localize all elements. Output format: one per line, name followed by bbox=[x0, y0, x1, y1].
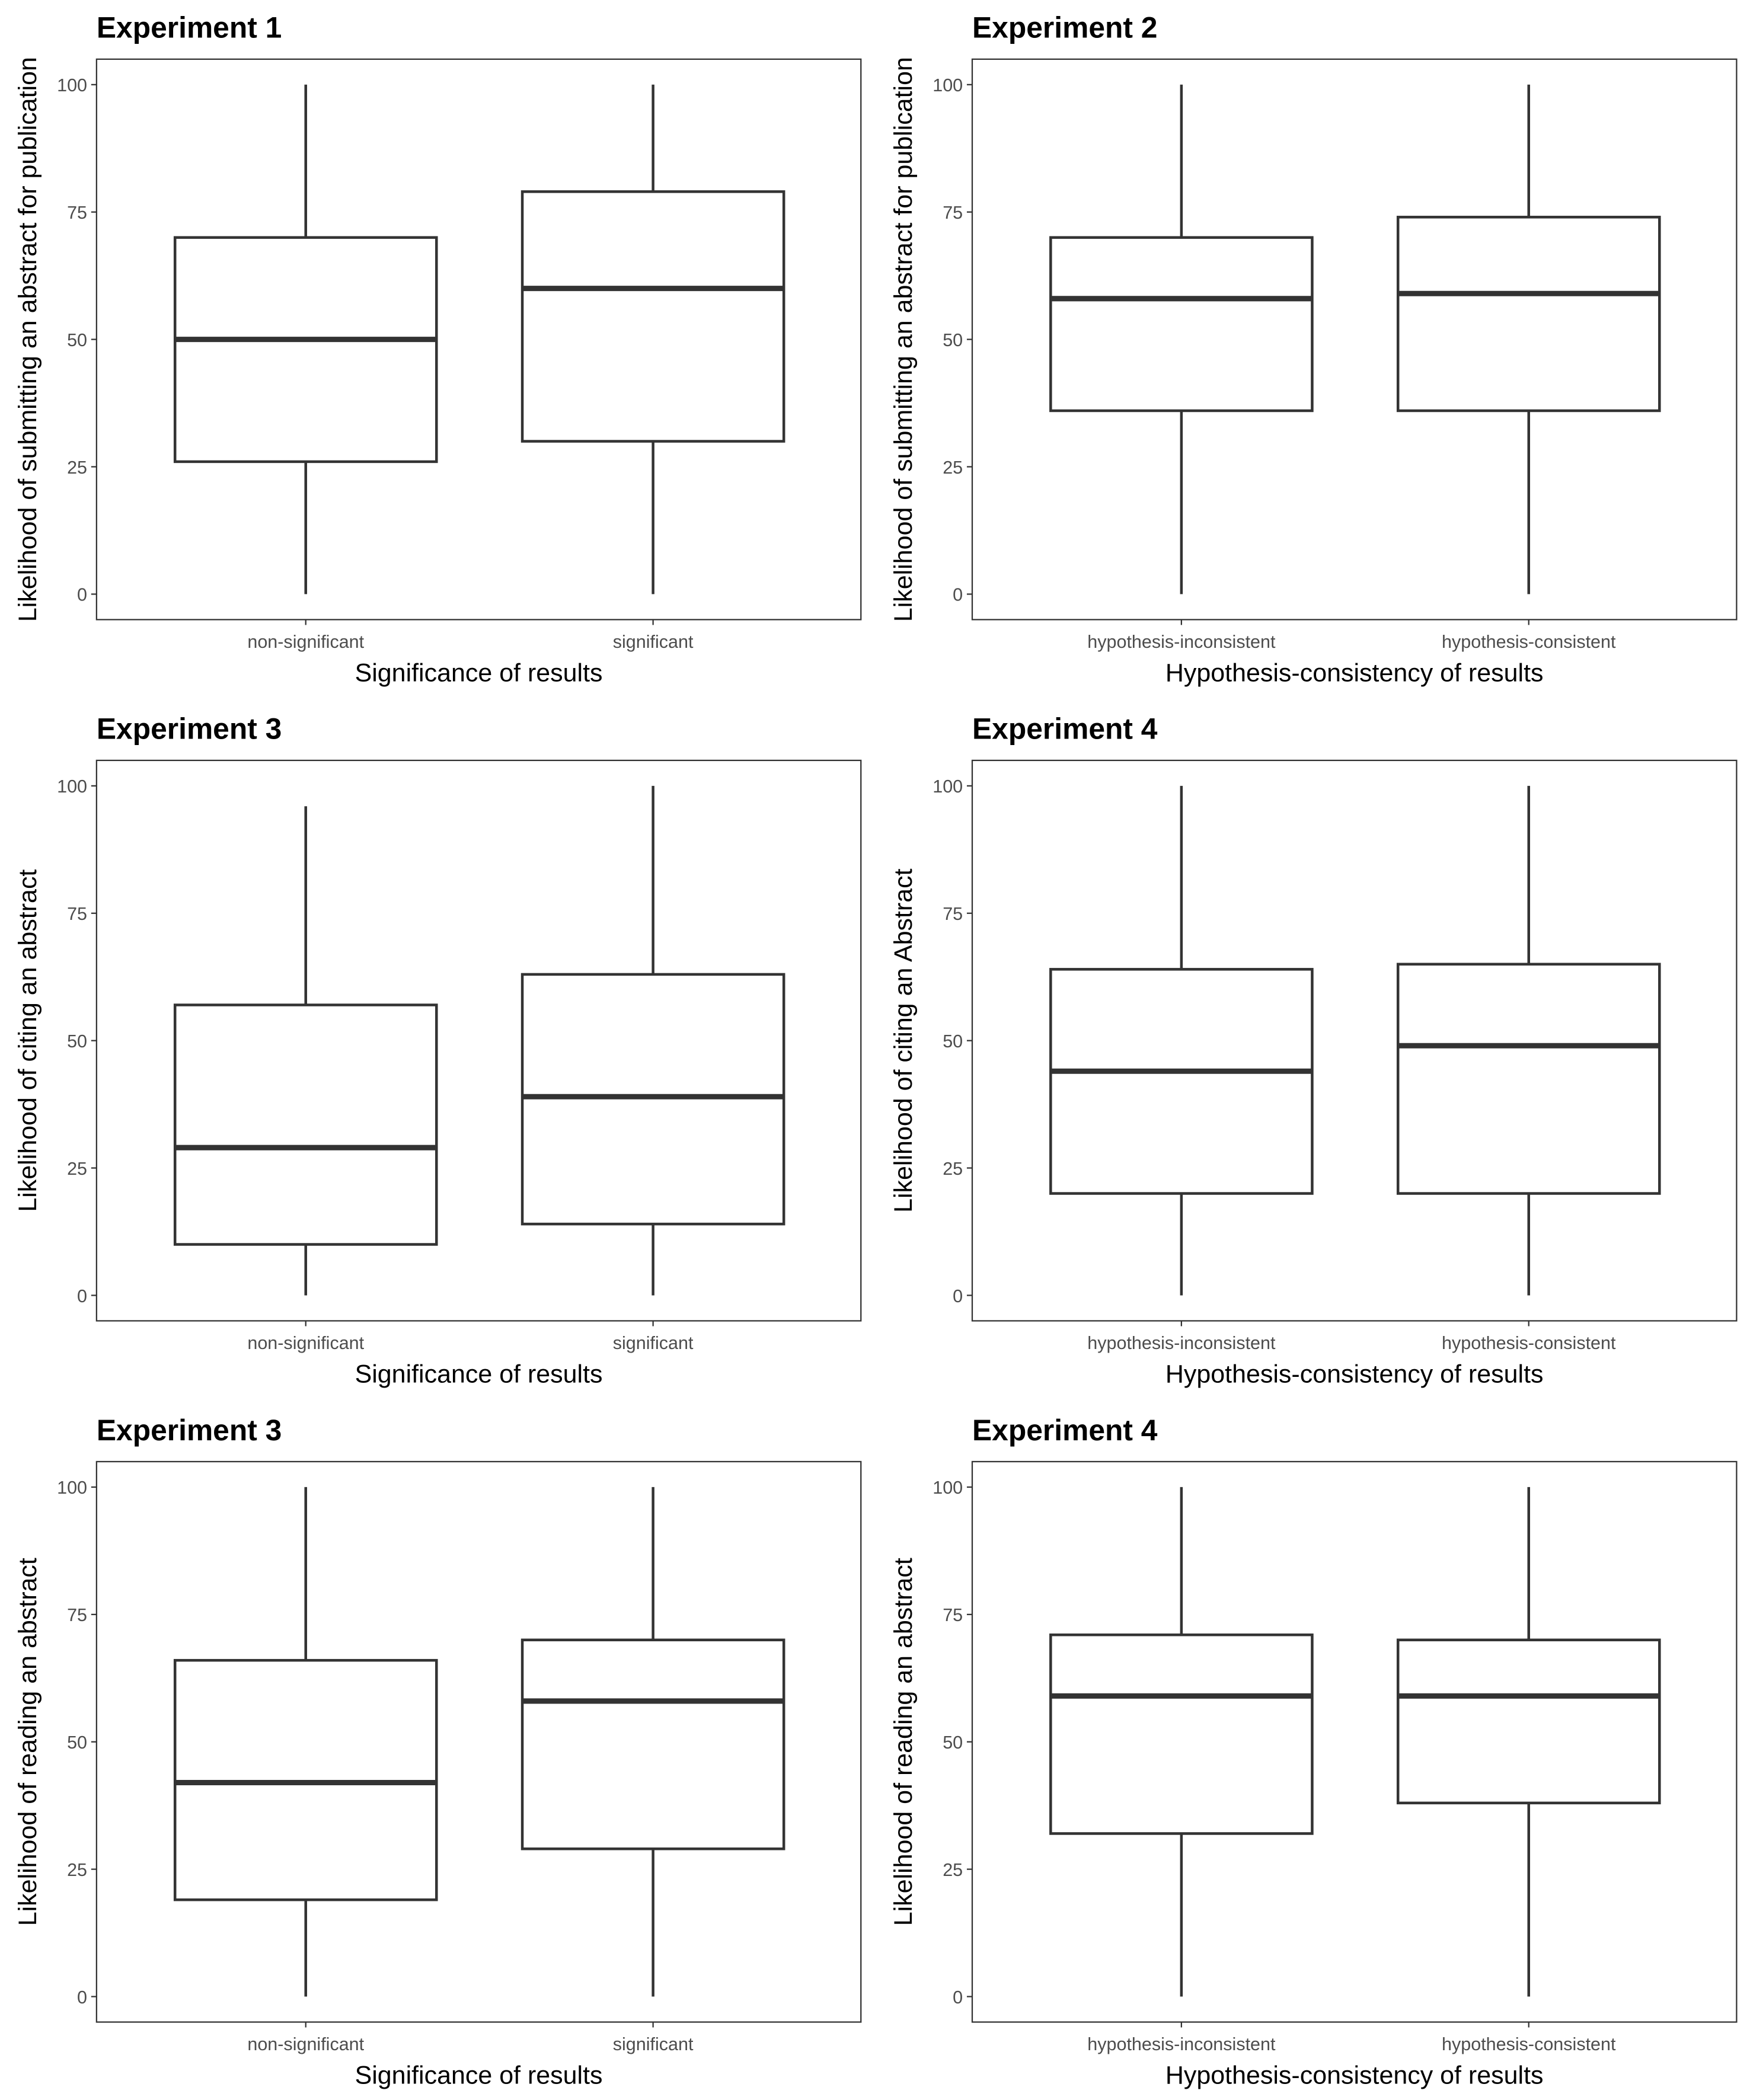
panel-2: Experiment 2 0 25 50 75 100 hypothesis-inconsi… bbox=[889, 11, 1738, 687]
x-tick-label: non-significant bbox=[247, 2034, 364, 2054]
x-axis-label: Significance of results bbox=[355, 1360, 603, 1388]
y-tick-label: 50 bbox=[67, 330, 87, 350]
box-hypothesis-inconsistent bbox=[1049, 236, 1314, 413]
panel-3: Experiment 3 0 25 50 75 100 non-significant sig… bbox=[14, 712, 862, 1388]
x-tick-label: hypothesis-inconsistent bbox=[1087, 2034, 1276, 2054]
y-axis-label: Likelihood of citing an Abstract bbox=[889, 868, 918, 1212]
y-tick-label: 75 bbox=[67, 904, 87, 924]
box-significant bbox=[520, 190, 785, 443]
x-axis-label: Significance of results bbox=[355, 659, 603, 687]
panel-4: Experiment 4 0 25 50 75 100 hypothesis-inconsi… bbox=[889, 712, 1738, 1388]
panel-title: Experiment 4 bbox=[972, 1414, 1158, 1447]
box-hypothesis-inconsistent bbox=[1049, 968, 1314, 1195]
y-axis-label: Likelihood of reading an abstract bbox=[14, 1558, 42, 1926]
y-tick-label: 100 bbox=[933, 75, 963, 95]
y-axis-label: Likelihood of citing an abstract bbox=[14, 870, 42, 1212]
y-axis-label: Likelihood of reading an abstract bbox=[889, 1558, 918, 1926]
y-tick-label: 0 bbox=[953, 1286, 963, 1306]
x-tick-label: non-significant bbox=[247, 1333, 364, 1353]
x-tick-label: hypothesis-consistent bbox=[1442, 2034, 1616, 2054]
y-tick-label: 100 bbox=[933, 1478, 963, 1498]
y-tick-label: 0 bbox=[953, 1987, 963, 2008]
box-significant bbox=[520, 1638, 785, 1850]
y-tick-label: 50 bbox=[67, 1031, 87, 1051]
box-hypothesis-inconsistent bbox=[1049, 1633, 1314, 1835]
y-tick-label: 0 bbox=[953, 585, 963, 605]
y-tick-label: 0 bbox=[77, 1987, 87, 2008]
panel-title: Experiment 3 bbox=[97, 712, 282, 746]
y-tick-label: 50 bbox=[943, 1733, 963, 1753]
y-tick-label: 25 bbox=[67, 1860, 87, 1880]
y-tick-label: 25 bbox=[67, 458, 87, 478]
y-tick-label: 0 bbox=[77, 585, 87, 605]
box-non-significant bbox=[173, 236, 438, 464]
panel-title: Experiment 3 bbox=[97, 1414, 282, 1447]
y-axis-label: Likelihood of submitting an abstract for… bbox=[889, 57, 918, 622]
x-axis-label: Significance of results bbox=[355, 2061, 603, 2090]
panel-title: Experiment 2 bbox=[972, 11, 1157, 44]
panel-1: Experiment 1 0 25 50 75 100 non-significant sig… bbox=[14, 11, 862, 687]
y-tick-label: 25 bbox=[67, 1159, 87, 1179]
y-tick-label: 75 bbox=[943, 904, 963, 924]
panel-title: Experiment 4 bbox=[972, 712, 1158, 746]
y-tick-label: 75 bbox=[67, 203, 87, 223]
x-tick-label: hypothesis-inconsistent bbox=[1087, 1333, 1276, 1353]
y-tick-label: 25 bbox=[943, 1159, 963, 1179]
x-axis-label: Hypothesis-consistency of results bbox=[1165, 2061, 1544, 2090]
box-hypothesis-consistent bbox=[1396, 216, 1661, 413]
x-tick-label: significant bbox=[613, 2034, 694, 2054]
x-tick-label: hypothesis-consistent bbox=[1442, 632, 1616, 652]
panel-6: Experiment 4 0 25 50 75 100 hypothesis-inconsi… bbox=[889, 1414, 1738, 2090]
y-tick-label: 0 bbox=[77, 1286, 87, 1306]
panel-title: Experiment 1 bbox=[97, 11, 282, 44]
y-tick-label: 25 bbox=[943, 1860, 963, 1880]
y-tick-label: 100 bbox=[57, 776, 87, 797]
y-tick-label: 50 bbox=[943, 330, 963, 350]
x-tick-label: hypothesis-consistent bbox=[1442, 1333, 1616, 1353]
y-tick-label: 25 bbox=[943, 458, 963, 478]
box-non-significant bbox=[173, 1003, 438, 1246]
x-axis-label: Hypothesis-consistency of results bbox=[1165, 1360, 1544, 1388]
y-tick-label: 75 bbox=[67, 1605, 87, 1625]
box-hypothesis-consistent bbox=[1396, 963, 1661, 1195]
x-tick-label: hypothesis-inconsistent bbox=[1087, 632, 1276, 652]
y-tick-label: 50 bbox=[943, 1031, 963, 1051]
x-axis-label: Hypothesis-consistency of results bbox=[1165, 659, 1544, 687]
y-tick-label: 75 bbox=[943, 203, 963, 223]
panel-5: Experiment 3 0 25 50 75 100 non-significant sig… bbox=[14, 1414, 862, 2090]
y-tick-label: 75 bbox=[943, 1605, 963, 1625]
y-tick-label: 50 bbox=[67, 1733, 87, 1753]
y-axis-label: Likelihood of submitting an abstract for… bbox=[14, 57, 42, 622]
x-tick-label: non-significant bbox=[247, 632, 364, 652]
y-tick-label: 100 bbox=[57, 1478, 87, 1498]
x-tick-label: significant bbox=[613, 1333, 694, 1353]
y-tick-label: 100 bbox=[57, 75, 87, 95]
box-hypothesis-consistent bbox=[1396, 1638, 1661, 1805]
x-tick-label: significant bbox=[613, 632, 694, 652]
y-tick-label: 100 bbox=[933, 776, 963, 797]
